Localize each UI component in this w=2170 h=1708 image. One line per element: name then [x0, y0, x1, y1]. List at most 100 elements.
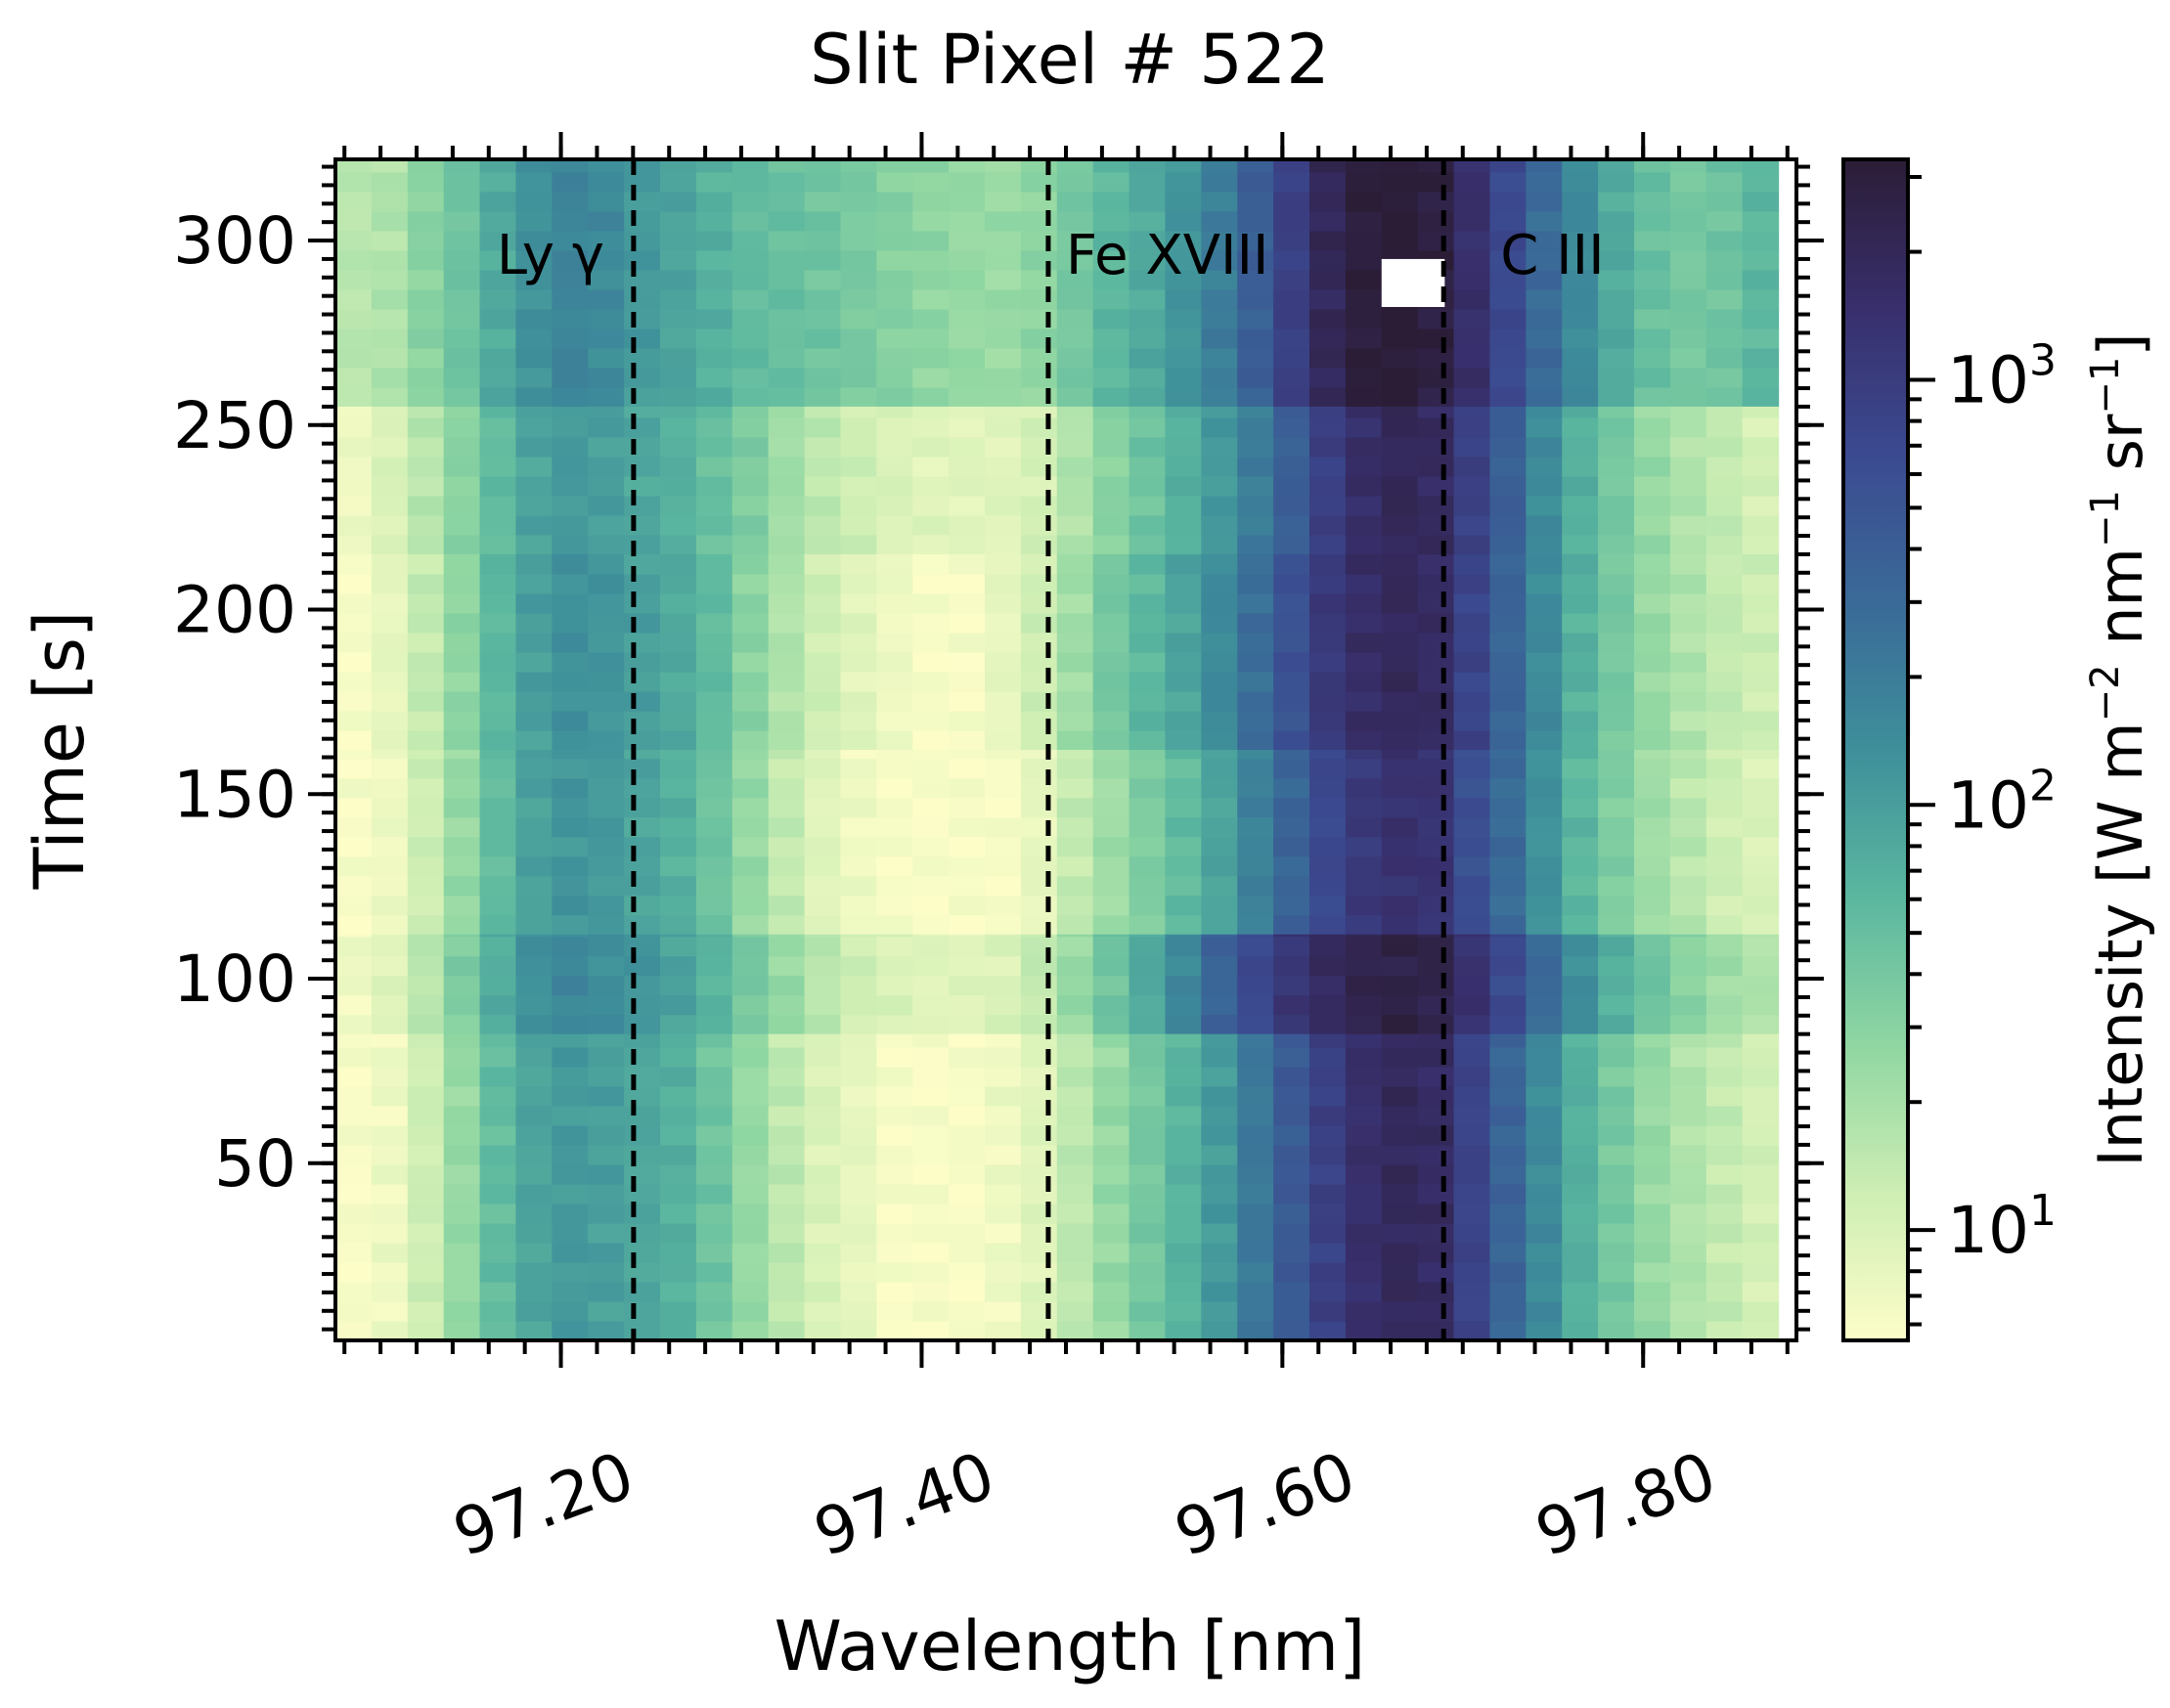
- heatmap-cell: [407, 328, 445, 349]
- heatmap-cell: [1165, 1033, 1202, 1048]
- heatmap-cell: [1381, 994, 1419, 1016]
- heatmap-cell: [949, 1124, 986, 1146]
- heatmap-cell: [407, 612, 445, 634]
- heatmap-cell: [1165, 671, 1202, 692]
- heatmap-cell: [1309, 308, 1347, 329]
- heatmap-cell: [949, 406, 986, 418]
- heatmap-cell: [1562, 456, 1599, 477]
- heatmap-cell: [1417, 914, 1455, 936]
- heatmap-cell: [1237, 750, 1274, 760]
- heatmap-cell: [1453, 934, 1491, 938]
- heatmap-cell: [1453, 1033, 1491, 1048]
- colorbar-label-part2: nm: [2085, 547, 2156, 664]
- heatmap-cell: [731, 836, 770, 857]
- missing-data-cell: [1381, 258, 1445, 307]
- heatmap-cell: [804, 191, 842, 212]
- heatmap-cell: [552, 534, 589, 555]
- heatmap-cell: [1237, 1066, 1274, 1087]
- heatmap-cell: [371, 347, 409, 369]
- heatmap-cell: [588, 1066, 625, 1087]
- heatmap-cell: [552, 994, 589, 1016]
- heatmap-cell: [876, 1300, 913, 1322]
- heatmap-cell: [1598, 1281, 1635, 1302]
- heatmap-cell: [1092, 632, 1130, 653]
- heatmap-cell: [371, 269, 409, 290]
- heatmap-cell: [949, 534, 986, 555]
- heatmap-cell: [371, 159, 409, 173]
- heatmap-cell: [840, 514, 877, 536]
- heatmap-cell: [1056, 573, 1094, 594]
- heatmap-cell: [840, 975, 877, 996]
- heatmap-cell: [1669, 750, 1707, 760]
- heatmap-cell: [1669, 191, 1707, 212]
- heatmap-cell: [1309, 651, 1347, 673]
- heatmap-cell: [1237, 1163, 1274, 1185]
- heatmap-cell: [624, 1033, 661, 1048]
- heatmap-cell: [1526, 1222, 1563, 1244]
- heatmap-cell: [840, 1300, 877, 1322]
- heatmap-cell: [335, 1242, 373, 1263]
- heatmap-cell: [335, 553, 373, 575]
- heatmap-cell: [731, 777, 770, 799]
- heatmap-cell: [1345, 895, 1383, 916]
- heatmap-cell: [1020, 632, 1058, 653]
- heatmap-cell: [1345, 191, 1383, 212]
- heatmap-cell: [1201, 367, 1238, 388]
- heatmap-cell: [1056, 416, 1094, 438]
- heatmap-cell: [1237, 632, 1274, 653]
- heatmap-cell: [804, 875, 842, 897]
- heatmap-cell: [876, 159, 913, 173]
- heatmap-cell: [1489, 710, 1527, 731]
- heatmap-cell: [695, 955, 733, 977]
- heatmap-cell: [1742, 1203, 1780, 1224]
- heatmap-cell: [1562, 1066, 1599, 1087]
- heatmap-cell: [768, 1300, 806, 1322]
- heatmap-cell: [1381, 1261, 1419, 1283]
- heatmap-cell: [695, 1242, 733, 1263]
- heatmap-cell: [552, 328, 589, 349]
- heatmap-cell: [804, 758, 842, 779]
- heatmap-cell: [1237, 191, 1274, 212]
- heatmap-cell: [1237, 797, 1274, 818]
- heatmap-cell: [624, 210, 661, 232]
- heatmap-cell: [1742, 710, 1780, 731]
- heatmap-cell: [1417, 777, 1455, 799]
- heatmap-cell: [1669, 1124, 1707, 1146]
- heatmap-cell: [624, 159, 661, 173]
- heatmap-cell: [588, 816, 625, 838]
- heatmap-cell: [1526, 406, 1563, 418]
- heatmap-cell: [949, 159, 986, 173]
- y-tick-label: 300: [173, 203, 296, 279]
- heatmap-cell: [985, 416, 1022, 438]
- heatmap-cell: [949, 758, 986, 779]
- heatmap-cell: [588, 514, 625, 536]
- heatmap-cell: [1742, 475, 1780, 497]
- heatmap-cell: [1020, 1105, 1058, 1126]
- heatmap-cell: [624, 328, 661, 349]
- heatmap-cell: [1165, 855, 1202, 877]
- heatmap-cell: [1309, 1261, 1347, 1283]
- heatmap-cell: [1634, 671, 1671, 692]
- heatmap-cell: [660, 328, 697, 349]
- heatmap-cell: [588, 855, 625, 877]
- heatmap-cell: [660, 1105, 697, 1126]
- heatmap-cell: [1237, 1124, 1274, 1146]
- heatmap-cell: [624, 632, 661, 653]
- heatmap-cell: [985, 934, 1022, 938]
- heatmap-cell: [1417, 1163, 1455, 1185]
- heatmap-cell: [371, 1033, 409, 1048]
- heatmap-cell: [1273, 1046, 1310, 1068]
- heatmap-cell: [443, 514, 481, 536]
- heatmap-cell: [768, 230, 806, 251]
- heatmap-cell: [949, 191, 986, 212]
- heatmap-cell: [588, 171, 625, 193]
- heatmap-cell: [695, 191, 733, 212]
- heatmap-cell: [1056, 710, 1094, 731]
- heatmap-cell: [1489, 1085, 1527, 1107]
- heatmap-cell: [1309, 171, 1347, 193]
- heatmap-cell: [371, 710, 409, 731]
- heatmap-cell: [335, 308, 373, 329]
- heatmap-cell: [768, 1261, 806, 1283]
- heatmap-cell: [876, 994, 913, 1016]
- heatmap-cell: [768, 729, 806, 751]
